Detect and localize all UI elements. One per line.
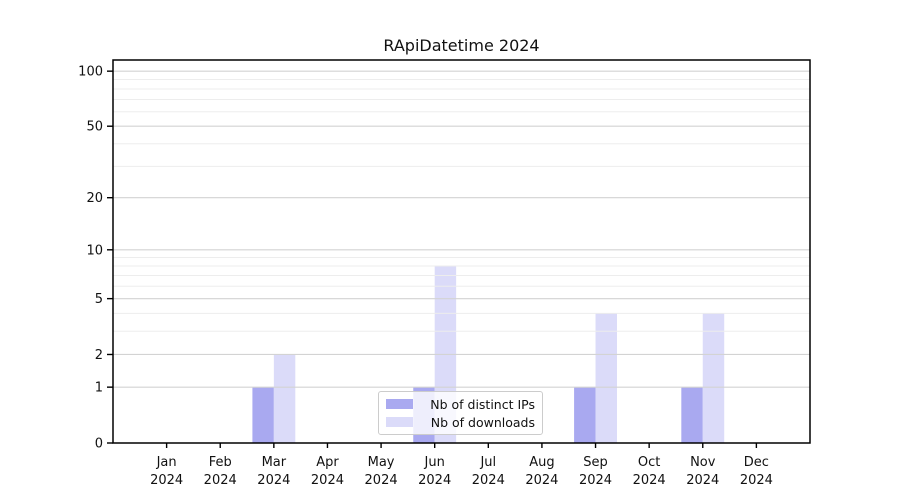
y-tick-label: 100	[78, 65, 103, 80]
y-tick-label: 1	[95, 381, 103, 396]
legend-swatch	[386, 417, 413, 427]
x-tick-label-month: Oct	[638, 455, 660, 470]
bar-nb-of-distinct-ips-mar	[252, 387, 274, 443]
x-tick-label-year: 2024	[579, 473, 612, 488]
legend-label: Nb of downloads	[430, 414, 535, 430]
x-tick-label-year: 2024	[686, 473, 719, 488]
bar-nb-of-distinct-ips-nov	[681, 387, 703, 443]
x-tick-label-month: Jan	[156, 455, 177, 470]
x-tick-label-year: 2024	[740, 473, 773, 488]
x-tick-label-month: Jun	[424, 455, 445, 470]
y-tick-label: 50	[86, 120, 103, 135]
x-tick-label-year: 2024	[150, 473, 183, 488]
legend: Nb of distinct IPs Nb of downloads	[378, 391, 543, 435]
x-tick-label-month: Aug	[529, 455, 554, 470]
x-tick-label-month: Apr	[316, 455, 339, 470]
x-tick-label-month: Sep	[583, 455, 608, 470]
x-tick-label-year: 2024	[365, 473, 398, 488]
x-tick-label-year: 2024	[418, 473, 451, 488]
y-tick-label: 2	[95, 348, 103, 363]
bar-nb-of-downloads-sep	[595, 313, 617, 443]
legend-entry: Nb of distinct IPs	[386, 397, 535, 412]
x-tick-label-year: 2024	[204, 473, 237, 488]
bar-nb-of-distinct-ips-sep	[574, 387, 596, 443]
x-tick-label-year: 2024	[472, 473, 505, 488]
y-tick-label: 0	[95, 437, 103, 452]
y-tick-label: 10	[86, 243, 103, 258]
x-tick-label-month: May	[368, 455, 395, 470]
x-tick-label-month: Nov	[690, 455, 716, 470]
x-tick-label-month: Feb	[209, 455, 232, 470]
legend-swatch	[386, 399, 413, 409]
y-tick-label: 20	[86, 191, 103, 206]
chart-title: RApiDatetime 2024	[383, 36, 540, 55]
y-tick-label: 5	[95, 292, 103, 307]
x-tick-label-month: Dec	[744, 455, 769, 470]
axes-frame	[112, 59, 811, 444]
x-tick-label-year: 2024	[525, 473, 558, 488]
x-tick-label-month: Mar	[262, 455, 287, 470]
x-tick-label-year: 2024	[311, 473, 344, 488]
x-tick-label-year: 2024	[257, 473, 290, 488]
legend-entry: Nb of downloads	[386, 415, 535, 430]
bar-nb-of-downloads-nov	[702, 313, 725, 443]
bar-nb-of-downloads-mar	[273, 354, 296, 443]
x-tick-label-year: 2024	[633, 473, 666, 488]
legend-label: Nb of distinct IPs	[430, 396, 535, 412]
x-tick-label-month: Jul	[479, 455, 496, 470]
